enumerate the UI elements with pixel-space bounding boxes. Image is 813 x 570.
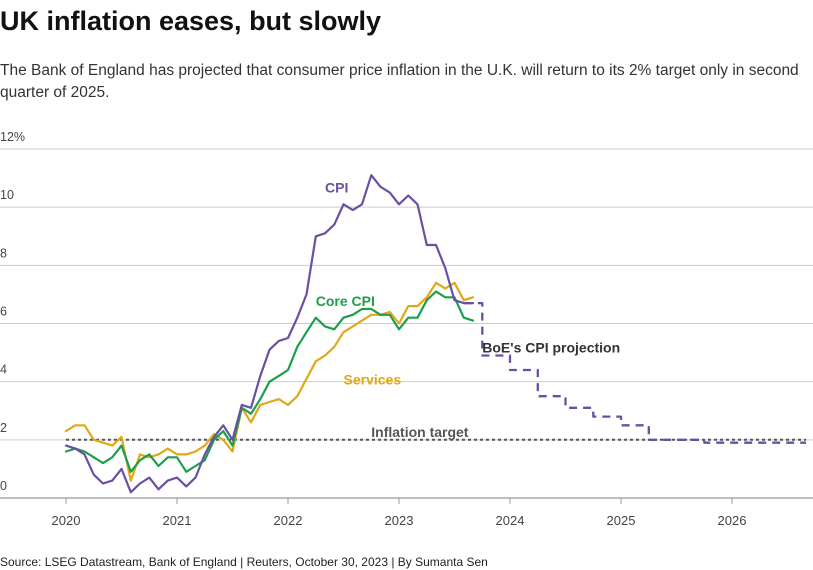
y-tick-label: 12% xyxy=(0,130,25,144)
series-label-services: Services xyxy=(344,372,402,388)
series-line-core xyxy=(64,290,475,473)
source-note: Source: LSEG Datastream, Bank of England… xyxy=(0,555,488,569)
y-tick-label: 2 xyxy=(0,421,7,435)
x-tick-label: 2020 xyxy=(52,513,81,528)
series-label-cpi: CPI xyxy=(325,180,348,196)
x-tick-label: 2026 xyxy=(718,513,747,528)
series-line-services xyxy=(64,281,475,482)
x-tick-label: 2024 xyxy=(496,513,525,528)
y-tick-label: 4 xyxy=(0,363,7,377)
y-tick-label: 10 xyxy=(0,188,14,202)
y-tick-label: 8 xyxy=(0,246,7,260)
series-label-projection: BoE's CPI projection xyxy=(482,340,620,356)
y-tick-label: 6 xyxy=(0,305,7,319)
series-label-target: Inflation target xyxy=(371,424,469,440)
chart-title: UK inflation eases, but slowly xyxy=(0,6,382,36)
line-chart: 0 2 4 6 8 10 12% 2020 2021 2022 2023 2024 2025 2026 CP… xyxy=(0,130,813,528)
series-label-core: Core CPI xyxy=(316,293,375,309)
x-tick-label: 2023 xyxy=(385,513,414,528)
x-tick-label: 2022 xyxy=(274,513,303,528)
chart-subtitle: The Bank of England has projected that c… xyxy=(0,62,799,101)
series-line-projection xyxy=(463,301,806,444)
x-tick-label: 2025 xyxy=(607,513,636,528)
x-tick-label: 2021 xyxy=(163,513,192,528)
y-tick-label: 0 xyxy=(0,479,7,493)
series-line-cpi xyxy=(64,174,475,494)
